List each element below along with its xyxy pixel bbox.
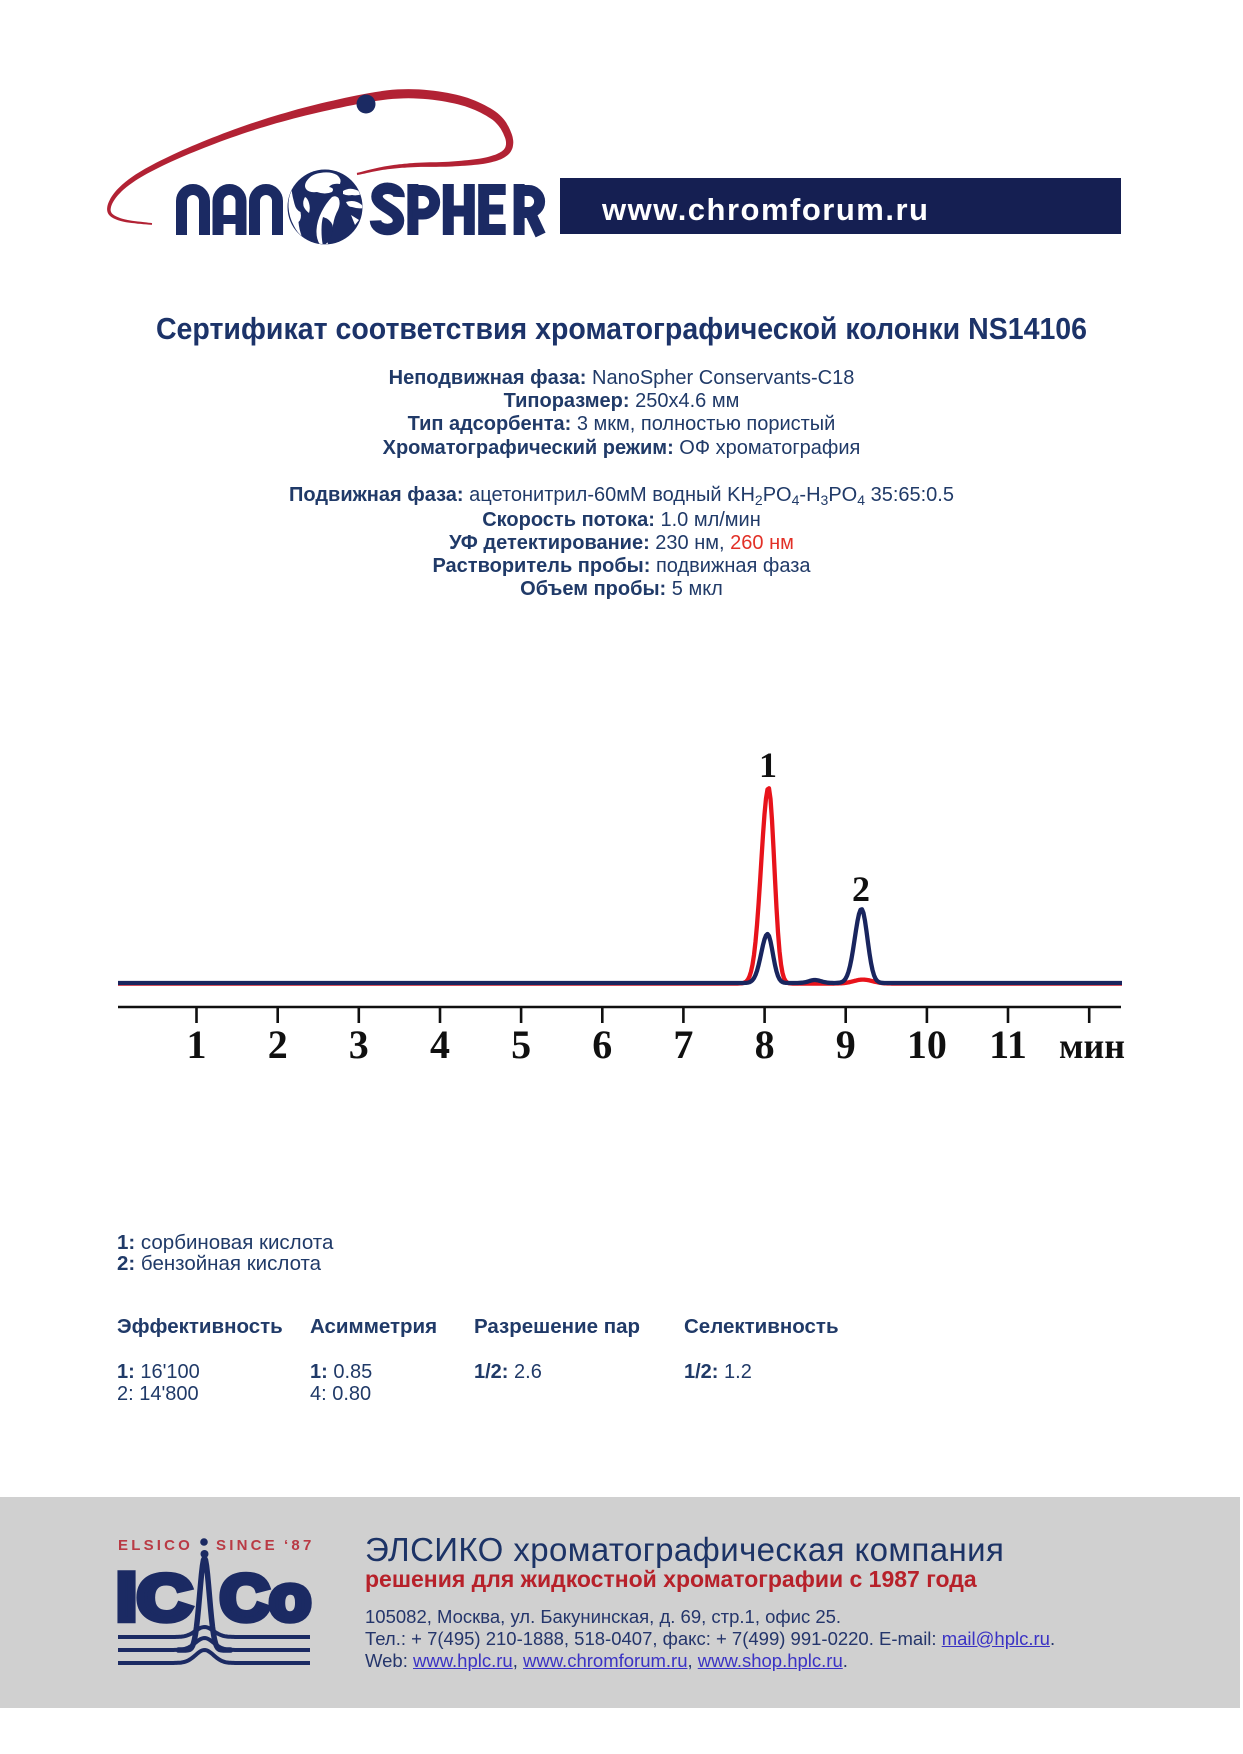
svg-text:6: 6: [592, 1022, 612, 1067]
svg-text:10: 10: [907, 1022, 947, 1067]
svg-text:1: 1: [187, 1022, 207, 1067]
svg-text:lC: lC: [116, 1562, 192, 1634]
svg-text:11: 11: [989, 1022, 1027, 1067]
svg-text:Co: Co: [220, 1562, 311, 1634]
svg-text:4: 4: [430, 1022, 450, 1067]
svg-text:2: 2: [852, 869, 870, 909]
svg-text:5: 5: [511, 1022, 531, 1067]
svg-text:9: 9: [836, 1022, 856, 1067]
svg-text:SINCE ‘87: SINCE ‘87: [216, 1537, 315, 1554]
svg-text:3: 3: [349, 1022, 369, 1067]
svg-text:ELSICO: ELSICO: [118, 1537, 193, 1554]
svg-text:1: 1: [759, 745, 777, 785]
svg-text:8: 8: [755, 1022, 775, 1067]
svg-text:2: 2: [268, 1022, 288, 1067]
svg-text:7: 7: [673, 1022, 693, 1067]
svg-text:мин: мин: [1059, 1026, 1125, 1066]
